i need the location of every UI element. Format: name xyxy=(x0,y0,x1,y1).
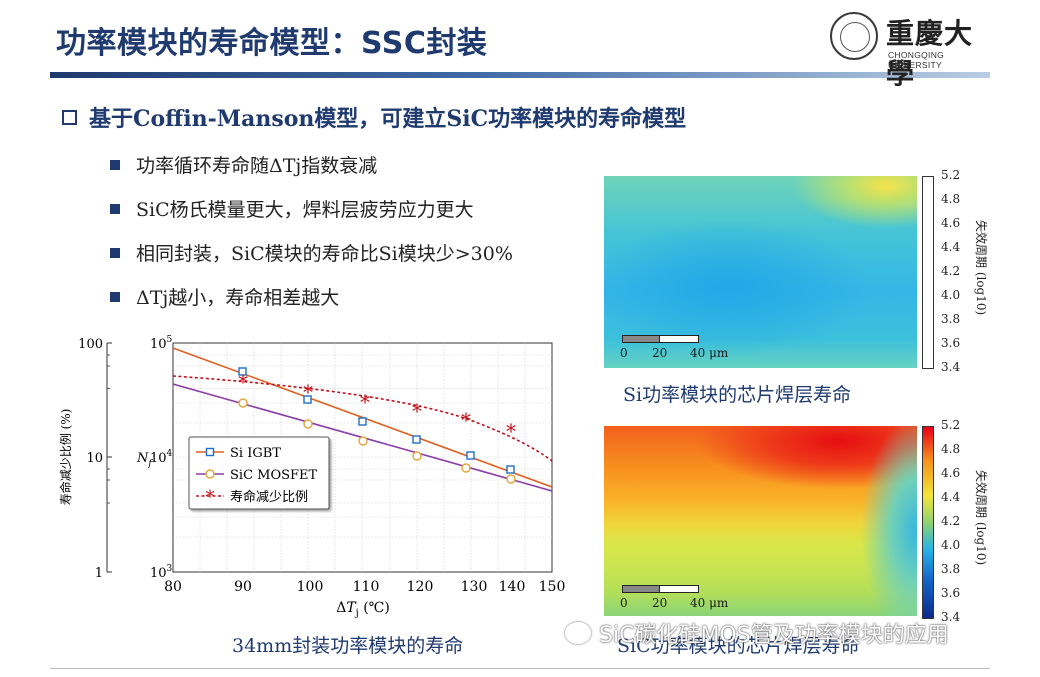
main-bullet-text: 基于Coffin-Manson模型，可建立SiC功率模块的寿命模型 xyxy=(89,106,687,132)
svg-text:90: 90 xyxy=(234,579,252,595)
square-bullet-icon xyxy=(110,292,120,302)
colorbar-2-label: 失效周期 (log10) xyxy=(974,470,988,566)
chart-legend: Si IGBT SiC MOSFET * 寿命减少比例 xyxy=(188,436,330,510)
nf-axis-label: Nf xyxy=(136,451,153,469)
left-tick-100: 100 xyxy=(78,337,103,352)
svg-text:*: * xyxy=(461,408,471,432)
chart-caption: 34mm封装功率模块的寿命 xyxy=(232,635,464,657)
lifetime-chart: 100 10 1 寿命减少比例 (%) xyxy=(58,335,565,619)
nf-tick-1e4: 104 xyxy=(150,449,173,466)
sub-bullet-1: 功率循环寿命随ΔTj指数衰减 xyxy=(110,151,377,178)
svg-text:80: 80 xyxy=(164,579,182,595)
colorbar-1 xyxy=(922,176,934,369)
legend-si-igbt: Si IGBT xyxy=(230,446,281,461)
svg-text:120: 120 xyxy=(407,579,434,595)
si-igbt-markers xyxy=(238,367,515,474)
sub-bullet-text: 相同封装，SiC模块的寿命比Si模块少>30% xyxy=(136,243,513,265)
sic-mosfet-markers xyxy=(238,398,516,484)
left-tick-10: 10 xyxy=(86,451,103,466)
svg-text:*: * xyxy=(506,419,516,443)
university-seal-icon xyxy=(830,12,878,60)
title-underline-bar xyxy=(50,72,990,78)
logo-subtitle: CHONGQING UNIVERSITY xyxy=(888,50,945,70)
checkbox-bullet-icon xyxy=(62,110,77,125)
page-title: 功率模块的寿命模型：SSC封装 xyxy=(56,26,488,61)
wechat-icon xyxy=(565,622,591,644)
reduction-markers: * * * * * * xyxy=(238,370,516,443)
svg-text:150: 150 xyxy=(539,579,566,595)
sub-bullet-4: ΔTj越小，寿命相差越大 xyxy=(110,283,339,310)
x-tick-labels: 80 90 100 110 120 130 140 150 xyxy=(164,579,565,595)
x-axis-label: ΔTj (℃) xyxy=(336,600,390,619)
square-bullet-icon xyxy=(110,204,120,214)
colorbar-2 xyxy=(922,426,934,619)
sub-bullet-text: SiC杨氏模量更大，焊料层疲劳应力更大 xyxy=(136,199,474,221)
reduction-fit-curve xyxy=(173,375,552,462)
colorbar-1-label: 失效周期 (log10) xyxy=(974,220,988,316)
logo-name: 重慶大學 xyxy=(886,17,974,90)
svg-text:140: 140 xyxy=(499,579,526,595)
svg-text:*: * xyxy=(412,399,422,423)
sic-solder-heatmap xyxy=(604,426,917,616)
university-logo: 重慶大學 CHONGQING UNIVERSITY xyxy=(830,10,1000,90)
left-axis-label: 寿命减少比例 (%) xyxy=(58,409,73,506)
left-tick-1: 1 xyxy=(95,566,103,581)
sub-bullet-text: 功率循环寿命随ΔTj指数衰减 xyxy=(136,155,378,177)
svg-text:110: 110 xyxy=(353,579,380,595)
svg-text:*: * xyxy=(303,380,313,404)
sub-bullet-2: SiC杨氏模量更大，焊料层疲劳应力更大 xyxy=(110,195,474,222)
si-heatmap-caption: Si功率模块的芯片焊层寿命 xyxy=(623,384,852,406)
sub-bullet-3: 相同封装，SiC模块的寿命比Si模块少>30% xyxy=(110,239,513,266)
square-bullet-icon xyxy=(110,160,120,170)
nf-tick-1e5: 105 xyxy=(150,335,173,352)
svg-text:*: * xyxy=(360,390,370,414)
sub-bullet-text: ΔTj越小，寿命相差越大 xyxy=(136,287,340,309)
watermark-text: SiC碳化硅MOS管及功率模块的应用 xyxy=(599,623,949,648)
watermark: SiC碳化硅MOS管及功率模块的应用 xyxy=(565,617,949,649)
svg-text:130: 130 xyxy=(461,579,488,595)
svg-text:*: * xyxy=(238,370,248,394)
legend-sic-mosfet: SiC MOSFET xyxy=(230,468,318,483)
svg-text:100: 100 xyxy=(297,579,324,595)
sic-heatmap-caption: SiC功率模块的芯片焊层寿命 xyxy=(617,635,860,657)
main-bullet: 基于Coffin-Manson模型，可建立SiC功率模块的寿命模型 xyxy=(62,101,686,133)
svg-text:*: * xyxy=(206,487,215,508)
legend-reduction: 寿命减少比例 xyxy=(230,489,308,505)
square-bullet-icon xyxy=(110,248,120,258)
footer-divider xyxy=(50,668,990,669)
